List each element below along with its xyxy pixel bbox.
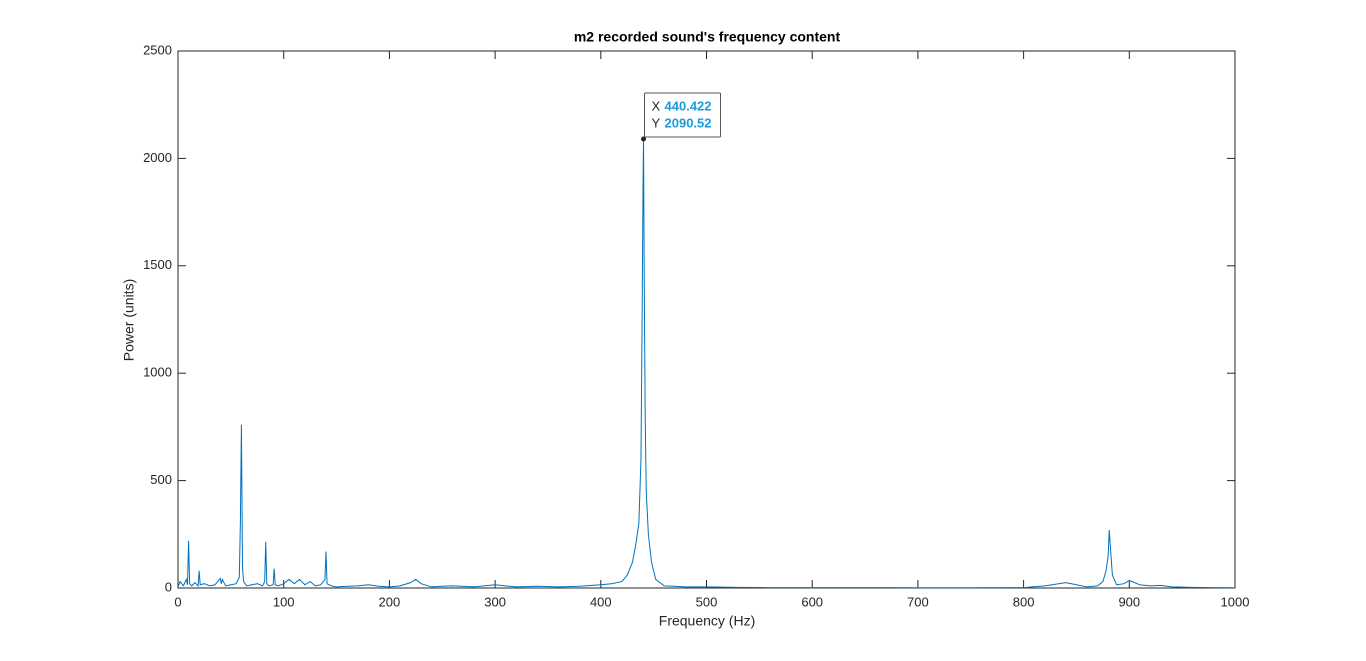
y-tick-label: 2500 (143, 42, 172, 57)
y-tick-label: 1000 (143, 365, 172, 380)
x-tick-label: 800 (1013, 594, 1035, 609)
x-tick-label: 100 (273, 594, 295, 609)
x-tick-label: 500 (696, 594, 718, 609)
y-tick-label: 2000 (143, 150, 172, 165)
spectrum-line (177, 138, 1236, 589)
datatip-x-value: 440.422 (665, 98, 712, 113)
y-axis-label: Power (units) (121, 279, 137, 361)
y-tick-label: 500 (150, 472, 172, 487)
x-tick-label: 1000 (1221, 594, 1250, 609)
y-tick-label: 0 (165, 579, 172, 594)
x-tick-label: 0 (174, 594, 181, 609)
datatip-x-label: X (652, 98, 661, 113)
y-tick-label: 1500 (143, 257, 172, 272)
x-tick-label: 200 (379, 594, 401, 609)
x-axis-label: Frequency (Hz) (659, 613, 755, 629)
datatip-y-label: Y (652, 115, 661, 130)
x-tick-label: 300 (484, 594, 506, 609)
x-tick-label: 700 (907, 594, 929, 609)
x-tick-label: 900 (1118, 594, 1140, 609)
datatip-marker (641, 136, 647, 142)
datatip-box (644, 92, 722, 138)
x-tick-label: 600 (801, 594, 823, 609)
chart-title: m2 recorded sound's frequency content (574, 29, 841, 45)
x-tick-label: 400 (590, 594, 612, 609)
datatip-y-value: 2090.52 (665, 115, 712, 130)
